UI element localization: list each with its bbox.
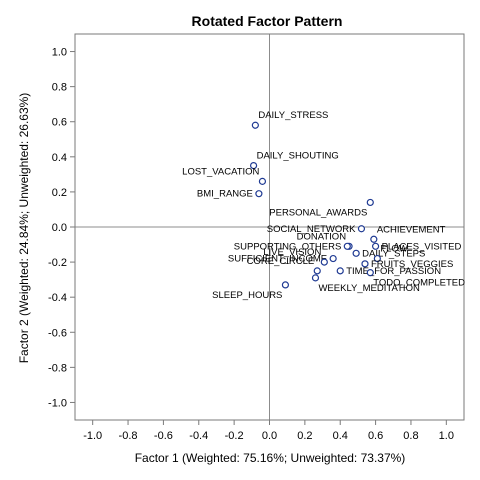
data-point-label: SOCIAL_NETWORK bbox=[267, 224, 356, 235]
data-point-marker bbox=[313, 267, 321, 275]
data-point-marker bbox=[361, 260, 369, 268]
data-point-label: FRUITS_VEGGIES bbox=[371, 259, 453, 270]
x-axis-label: Factor 1 (Weighted: 75.16%; Unweighted: … bbox=[135, 451, 406, 465]
data-point-label: SUFFICIENT_INCOME bbox=[228, 254, 327, 265]
data-point-label: CORE_CIRCLE bbox=[247, 256, 315, 267]
x-tick-label: 0.8 bbox=[403, 430, 418, 442]
data-point-label: ACHIEVEMENT bbox=[377, 224, 446, 235]
x-tick-label: 0.6 bbox=[368, 430, 383, 442]
x-tick-label: 1.0 bbox=[439, 430, 454, 442]
data-point-marker bbox=[373, 254, 381, 263]
data-point-marker bbox=[311, 274, 320, 282]
data-point-marker bbox=[336, 267, 344, 275]
y-axis-label: Factor 2 (Weighted: 24.84%; Unweighted: … bbox=[17, 93, 31, 364]
data-point-label: LIVE_VISION bbox=[263, 247, 321, 258]
x-tick-label: 0.4 bbox=[333, 430, 348, 442]
x-tick-label: 0.0 bbox=[262, 430, 277, 442]
data-point-label: TODO_COMPLETED bbox=[373, 278, 465, 289]
data-point-label: WEEKLY_MEDITATION bbox=[318, 283, 419, 294]
data-point-marker bbox=[352, 249, 360, 257]
data-point-label: PLACES_VISITED bbox=[382, 241, 462, 252]
y-tick-label: -1.0 bbox=[48, 397, 67, 409]
data-point-marker bbox=[251, 121, 259, 129]
data-point-label: DONATION bbox=[297, 231, 347, 242]
plot-area: -1.0 -0.8 -0.6 -0.4 -0.2 0.0 0.2 0.4 0.6 0.8 1.0 -1… bbox=[48, 33, 465, 442]
y-tick-label: -0.6 bbox=[48, 327, 67, 339]
y-tick-label: 0.6 bbox=[52, 117, 67, 129]
x-tick-label: -0.8 bbox=[119, 430, 138, 442]
y-tick-label: 0.4 bbox=[52, 152, 67, 164]
x-tick-label: -1.0 bbox=[83, 430, 102, 442]
x-tick-label: 0.2 bbox=[297, 430, 312, 442]
data-point-label: PERSONAL_AWARDS bbox=[269, 207, 367, 218]
data-point-marker bbox=[281, 281, 290, 289]
data-point-label: DAILY_STRESS bbox=[258, 110, 328, 121]
data-point-marker bbox=[343, 242, 351, 250]
y-tick-label: 0.2 bbox=[52, 187, 67, 199]
data-point-marker bbox=[366, 269, 374, 277]
data-point-label: FLOW bbox=[380, 244, 407, 255]
data-point-marker bbox=[366, 198, 374, 207]
y-tick-label: 0.0 bbox=[52, 222, 67, 234]
data-point-marker bbox=[329, 254, 337, 263]
data-point-marker bbox=[249, 161, 258, 170]
data-point-label: DAILY_SHOUTING bbox=[257, 151, 339, 162]
y-tick-label: -0.4 bbox=[48, 292, 67, 304]
data-point-marker bbox=[258, 177, 267, 185]
data-point-label: LOST_VACATION bbox=[182, 166, 259, 177]
y-tick-label: -0.8 bbox=[48, 362, 67, 374]
x-tick-label: -0.2 bbox=[225, 430, 244, 442]
x-tick-label: -0.6 bbox=[154, 430, 173, 442]
data-point-label: SLEEP_HOURS bbox=[212, 290, 282, 301]
data-point-marker bbox=[371, 242, 380, 250]
chart-title: Rotated Factor Pattern bbox=[192, 13, 343, 29]
data-point-marker bbox=[370, 235, 378, 243]
y-tick-label: 0.8 bbox=[52, 82, 67, 94]
y-tick-label: 1.0 bbox=[52, 47, 67, 59]
x-tick-label: -0.4 bbox=[189, 430, 208, 442]
data-point-marker bbox=[255, 190, 263, 198]
data-point-label: TIME_FOR_PASSION bbox=[346, 266, 441, 277]
y-tick-label: -0.2 bbox=[48, 257, 67, 269]
data-point-label: DAILY_STEPS bbox=[362, 248, 425, 259]
data-point-label: SUPPORTING_OTHERS bbox=[234, 241, 342, 252]
data-point-label: BMI_RANGE bbox=[197, 189, 253, 200]
data-point-marker bbox=[320, 258, 328, 266]
data-point-marker bbox=[357, 225, 366, 233]
